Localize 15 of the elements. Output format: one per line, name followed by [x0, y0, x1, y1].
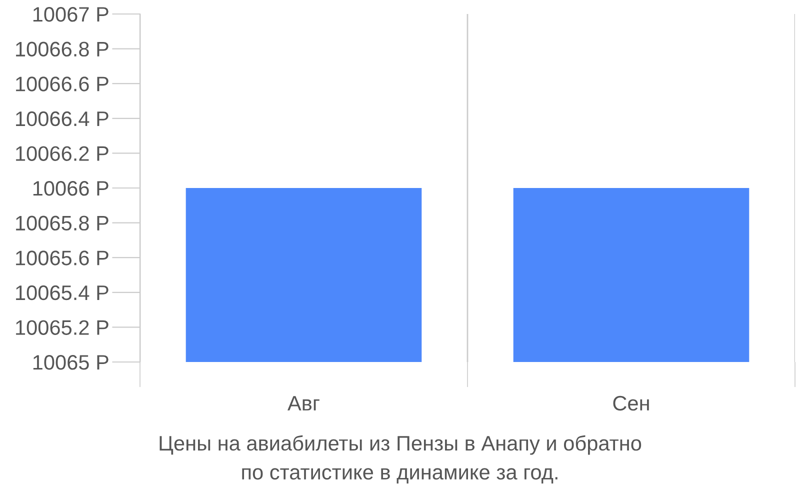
x-tick-label: Сен [613, 396, 649, 411]
text: по статистике в динамике за год. [242, 468, 558, 484]
y-tick-label: 10067 Р [33, 7, 108, 22]
x-tick-label: Авг [288, 396, 320, 410]
y-tick-label: 10066.6 Р [16, 76, 108, 92]
y-tick-label: 10065.6 Р [16, 250, 108, 266]
y-tick-label: 10065 Р [33, 355, 108, 370]
y-tick-label: 10065.8 Р [16, 216, 108, 231]
text: Цены на авиабилеты из Пензы в Анапу и обратно [160, 435, 642, 455]
y-tick-label: 10066.4 Р [16, 111, 108, 126]
y-tick-label: 10065.2 Р [16, 320, 108, 335]
y-tick-label: 10066 Р [33, 181, 108, 196]
y-tick-label: 10065.4 Р [16, 285, 108, 300]
y-tick-label: 10066.2 Р [16, 146, 108, 161]
y-tick-label: 10066.8 Р [16, 42, 108, 57]
